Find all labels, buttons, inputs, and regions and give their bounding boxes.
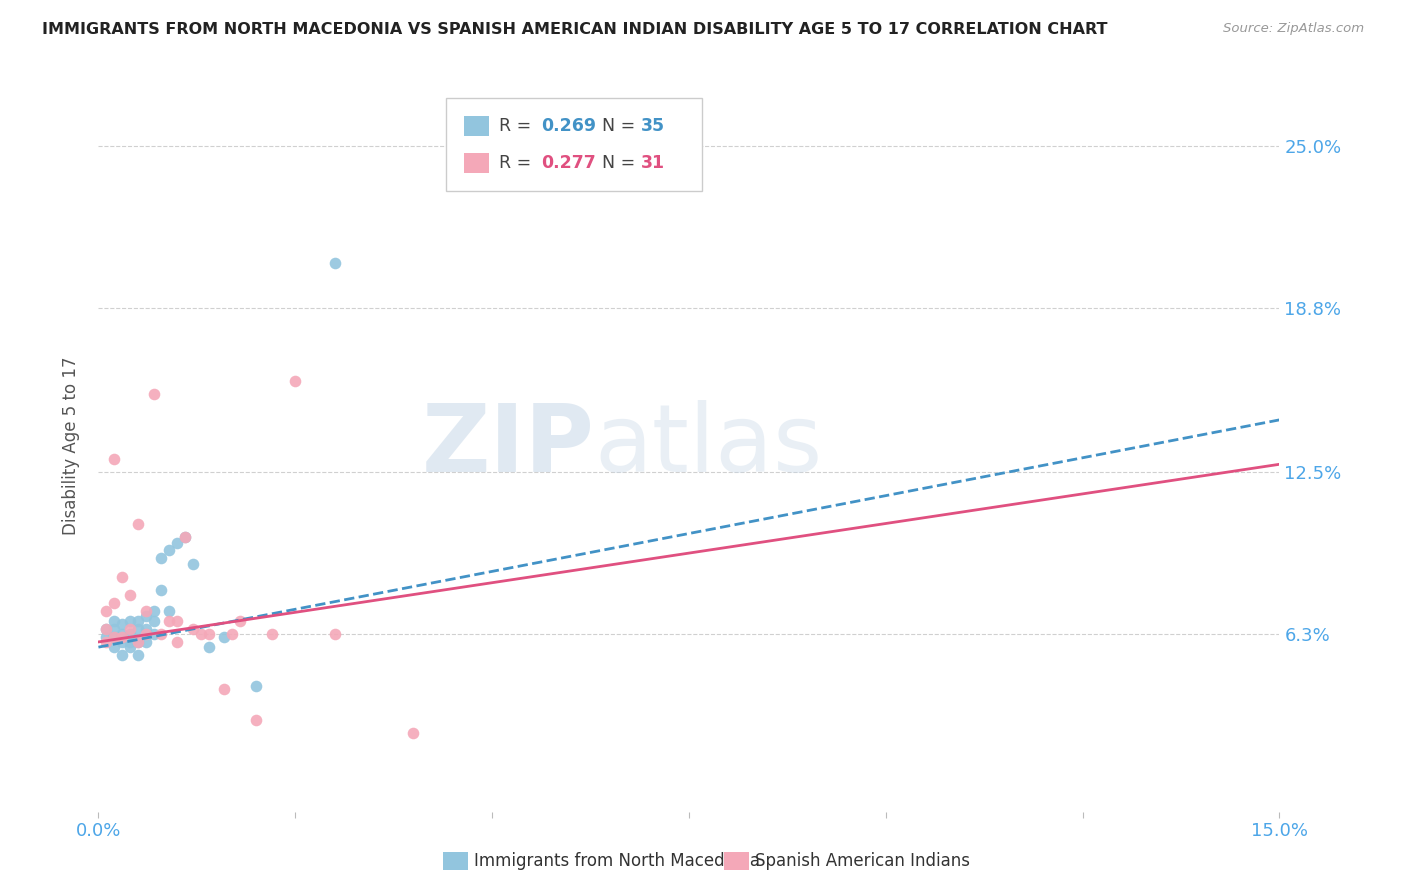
Point (150, 551, 173, 566)
Point (190, 627, 212, 641)
Point (96, 635, 118, 649)
Point (118, 622, 141, 636)
Point (323, 256, 346, 270)
Point (245, 714, 267, 728)
Point (284, 374, 307, 388)
Point (166, 614, 188, 628)
Point (111, 627, 134, 641)
Point (103, 630, 125, 644)
Point (111, 630, 134, 644)
Point (221, 627, 243, 641)
Text: R =: R = (499, 117, 537, 135)
Point (103, 630, 125, 644)
Point (103, 596, 125, 610)
Text: IMMIGRANTS FROM NORTH MACEDONIA VS SPANISH AMERICAN INDIAN DISABILITY AGE 5 TO 1: IMMIGRANTS FROM NORTH MACEDONIA VS SPANI… (42, 22, 1108, 37)
Point (127, 635, 149, 649)
Point (166, 635, 188, 649)
Point (260, 627, 283, 641)
Y-axis label: Disability Age 5 to 17: Disability Age 5 to 17 (62, 357, 80, 535)
Point (181, 557, 204, 571)
Point (96, 630, 118, 644)
Text: atlas: atlas (595, 400, 823, 492)
Point (157, 543, 180, 558)
Point (142, 386, 165, 401)
Point (103, 452, 125, 467)
Point (142, 604, 165, 618)
Point (127, 622, 149, 636)
Point (157, 614, 180, 628)
Point (174, 530, 197, 544)
Point (103, 614, 125, 628)
Point (245, 679, 267, 693)
Text: 0.269: 0.269 (541, 117, 596, 135)
Point (174, 530, 197, 544)
Text: 31: 31 (641, 153, 665, 172)
Point (111, 648, 134, 662)
Point (135, 635, 157, 649)
Point (214, 681, 236, 696)
Point (135, 622, 157, 636)
Point (111, 569, 134, 583)
Point (157, 604, 180, 618)
Point (127, 614, 149, 628)
Point (323, 627, 346, 641)
Point (118, 627, 141, 641)
Point (197, 627, 219, 641)
Point (118, 614, 141, 628)
Point (150, 627, 173, 641)
Text: Immigrants from North Macedonia: Immigrants from North Macedonia (474, 852, 759, 870)
Point (96, 604, 118, 618)
Point (229, 614, 252, 628)
Point (142, 627, 165, 641)
Text: Spanish American Indians: Spanish American Indians (755, 852, 970, 870)
Point (127, 648, 149, 662)
Text: ZIP: ZIP (422, 400, 595, 492)
Point (118, 635, 141, 649)
Point (197, 640, 219, 655)
Point (135, 627, 157, 641)
Point (142, 614, 165, 628)
Point (96, 622, 118, 636)
Point (402, 726, 425, 740)
Point (118, 588, 141, 602)
Text: 0.277: 0.277 (541, 153, 596, 172)
Point (103, 622, 125, 636)
Point (111, 635, 134, 649)
Point (111, 616, 134, 631)
Text: N =: N = (602, 117, 641, 135)
Point (150, 582, 173, 597)
Point (127, 517, 149, 532)
Point (166, 535, 188, 549)
Text: Source: ZipAtlas.com: Source: ZipAtlas.com (1223, 22, 1364, 36)
Text: 35: 35 (641, 117, 665, 135)
Point (214, 630, 236, 644)
Point (118, 640, 141, 655)
Point (135, 604, 157, 618)
Text: R =: R = (499, 153, 537, 172)
Point (103, 640, 125, 655)
Text: N =: N = (602, 153, 641, 172)
Point (96, 622, 118, 636)
Point (127, 635, 149, 649)
Point (135, 608, 157, 623)
Point (181, 622, 204, 636)
